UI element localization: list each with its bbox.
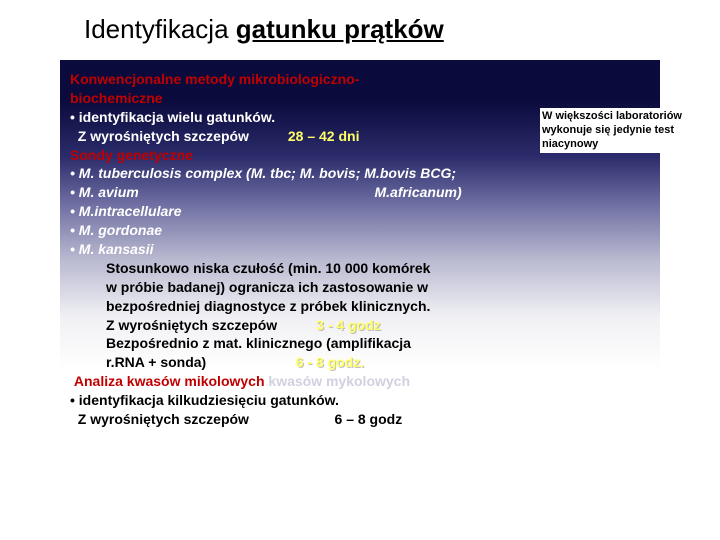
heading-conventional: Konwencjonalne metody mikrobiologiczno- bbox=[70, 70, 656, 89]
text-intracellulare: M.intracellulare bbox=[79, 203, 182, 219]
text-mycolic-ghost: kwasów mykolowych bbox=[265, 373, 411, 389]
text-grown-2: Z wyrośniętych szczepów bbox=[106, 317, 277, 333]
title-plain: Identyfikacja bbox=[84, 14, 236, 44]
text-avium: M. avium bbox=[79, 184, 139, 200]
bullet-avium: M. avium M.africanum) bbox=[70, 183, 656, 202]
text-grown-3: Z wyrośniętych szczepów bbox=[78, 411, 249, 427]
text-mtbc: M. tuberculosis complex (M. tbc; M. bovi… bbox=[79, 165, 456, 181]
bullet-gordonae: M. gordonae bbox=[70, 221, 656, 240]
line-direct-2: r.RNA + sonda) 6 - 8 godz. bbox=[106, 353, 656, 372]
note-box: W większości laboratoriów wykonuje się j… bbox=[540, 108, 692, 153]
text-3-4h: 3 - 4 godz bbox=[316, 317, 381, 333]
text-gordonae: M. gordonae bbox=[79, 222, 162, 238]
text-days: 28 – 42 dni bbox=[288, 128, 360, 144]
text-grown-1: Z wyrośniętych szczepów bbox=[78, 128, 249, 144]
text-africanum: M.africanum) bbox=[374, 184, 461, 200]
text-rrna: r.RNA + sonda) bbox=[106, 354, 206, 370]
bullet-intracellulare: M.intracellulare bbox=[70, 202, 656, 221]
text-mycolic-red: Analiza kwasów mikolowych bbox=[74, 373, 265, 389]
line-grown-2: Z wyrośniętych szczepów 3 - 4 godz bbox=[106, 316, 656, 335]
bullet-kansasii: M. kansasii bbox=[70, 240, 656, 259]
text-6-8h-2: 6 – 8 godz bbox=[335, 411, 403, 427]
line-grown-3: Z wyrośniętych szczepów 6 – 8 godz bbox=[70, 410, 656, 429]
text-6-8h: 6 - 8 godz. bbox=[296, 354, 364, 370]
text-ident-dozens: identyfikacja kilkudziesięciu gatunków. bbox=[79, 392, 339, 408]
line-direct-1: Bezpośrednio z mat. klinicznego (amplifi… bbox=[106, 334, 656, 353]
line-sensitivity-2: w próbie badanej) ogranicza ich zastosow… bbox=[106, 278, 656, 297]
slide-title: Identyfikacja gatunku prątków bbox=[84, 14, 444, 45]
text-kansasii: M. kansasii bbox=[79, 241, 154, 257]
bullet-ident-dozens: identyfikacja kilkudziesięciu gatunków. bbox=[70, 391, 656, 410]
heading-conventional-2: biochemiczne bbox=[70, 89, 656, 108]
title-underlined: gatunku prątków bbox=[236, 14, 444, 44]
heading-mycolic: Analiza kwasów mikolowych kwasów mykolow… bbox=[70, 372, 656, 391]
bullet-mtbc: M. tuberculosis complex (M. tbc; M. bovi… bbox=[70, 164, 656, 183]
slide: Identyfikacja gatunku prątków Konwencjon… bbox=[0, 0, 720, 540]
text-ident-many: identyfikacja wielu gatunków. bbox=[79, 109, 275, 125]
line-sensitivity-3: bezpośredniej diagnostyce z próbek klini… bbox=[106, 297, 656, 316]
line-sensitivity-1: Stosunkowo niska czułość (min. 10 000 ko… bbox=[106, 259, 656, 278]
